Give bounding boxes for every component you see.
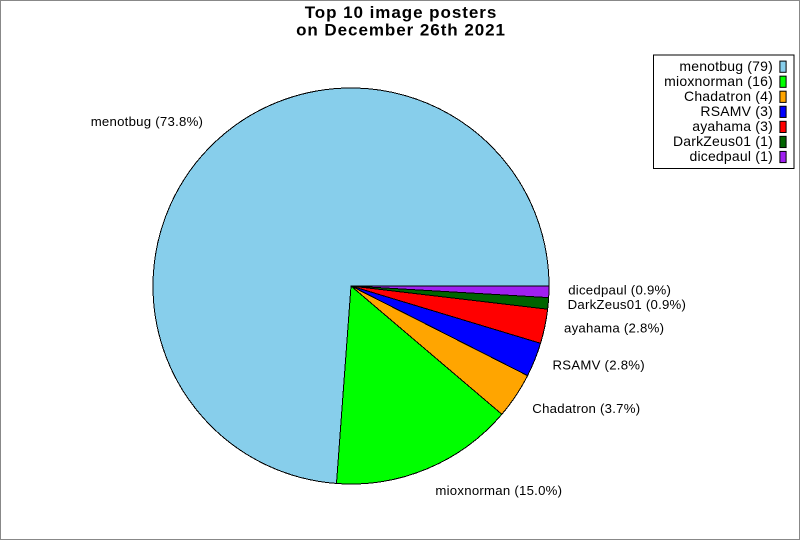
svg-text:menotbug (73.8%): menotbug (73.8%) xyxy=(91,114,204,129)
svg-text:Top 10 image posters: Top 10 image posters xyxy=(305,3,498,22)
svg-text:Chadatron (4): Chadatron (4) xyxy=(684,88,773,104)
svg-text:ayahama (3): ayahama (3) xyxy=(692,118,773,134)
svg-text:on December 26th 2021: on December 26th 2021 xyxy=(296,21,506,40)
svg-text:menotbug (79): menotbug (79) xyxy=(679,58,773,74)
svg-text:ayahama (2.8%): ayahama (2.8%) xyxy=(564,321,664,336)
svg-text:DarkZeus01 (1): DarkZeus01 (1) xyxy=(673,133,773,149)
svg-text:RSAMV (2.8%): RSAMV (2.8%) xyxy=(553,357,645,372)
svg-text:dicedpaul (0.9%): dicedpaul (0.9%) xyxy=(568,282,671,297)
svg-text:Chadatron (3.7%): Chadatron (3.7%) xyxy=(532,401,640,416)
svg-text:RSAMV (3): RSAMV (3) xyxy=(700,103,773,119)
svg-text:DarkZeus01 (0.9%): DarkZeus01 (0.9%) xyxy=(568,297,687,312)
svg-text:mioxnorman (16): mioxnorman (16) xyxy=(664,73,773,89)
svg-text:dicedpaul (1): dicedpaul (1) xyxy=(689,148,773,164)
svg-text:mioxnorman (15.0%): mioxnorman (15.0%) xyxy=(435,483,562,498)
